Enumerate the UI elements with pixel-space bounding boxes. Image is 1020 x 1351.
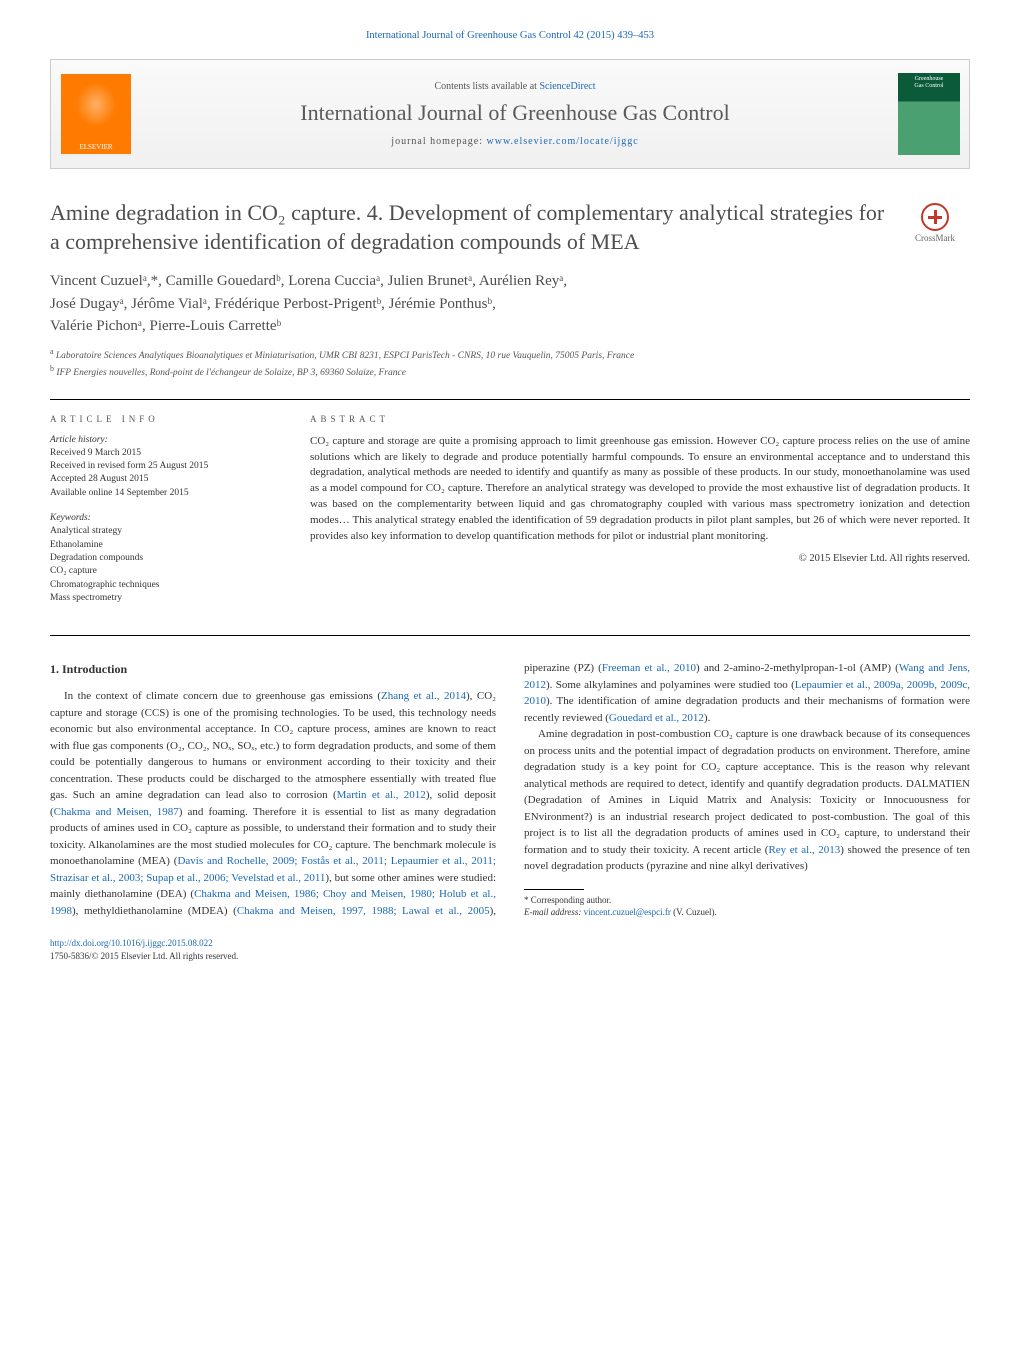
keyword: Chromatographic techniques (50, 579, 280, 592)
article-title: Amine degradation in CO₂ capture. 4. Dev… (50, 199, 885, 256)
author-email-link[interactable]: vincent.cuzuel@espci.fr (584, 907, 671, 917)
article-info-column: article info Article history: Received 9… (50, 414, 280, 618)
corresponding-author-note: * Corresponding author. E-mail address: … (524, 894, 970, 919)
journal-cover-icon: Greenhouse Gas Control (898, 73, 960, 155)
ref-link[interactable]: Gouedard et al., 2012 (609, 712, 704, 724)
authors-line-1: Vincent Cuzuelᵃ,*, Camille Gouedardᵇ, Lo… (50, 270, 970, 293)
journal-banner: ELSEVIER Contents lists available at Sci… (50, 59, 970, 169)
section-title: Introduction (62, 662, 127, 676)
keywords-label: Keywords: (50, 513, 91, 523)
crossmark-icon (921, 203, 949, 231)
running-header: International Journal of Greenhouse Gas … (50, 30, 970, 41)
abstract-header: abstract (310, 414, 970, 424)
banner-center: Contents lists available at ScienceDirec… (141, 60, 889, 168)
journal-name: International Journal of Greenhouse Gas … (300, 100, 730, 126)
cover-line2: Gas Control (901, 83, 957, 90)
keyword: Degradation compounds (50, 552, 280, 565)
running-header-link[interactable]: International Journal of Greenhouse Gas … (366, 30, 654, 41)
page-footer: http://dx.doi.org/10.1016/j.ijggc.2015.0… (50, 937, 970, 962)
sciencedirect-link[interactable]: ScienceDirect (539, 81, 595, 92)
footnote-block: * Corresponding author. E-mail address: … (524, 889, 970, 919)
text: ). The identification of amine degradati… (524, 695, 970, 724)
homepage-label: journal homepage: (391, 136, 486, 147)
authors-line-2: José Dugayᵃ, Jérôme Vialᵃ, Frédérique Pe… (50, 293, 970, 316)
article-history: Article history: Received 9 March 2015 R… (50, 434, 280, 500)
text: ), methyldiethanolamine (MDEA) ( (72, 905, 237, 917)
body-columns: 1. Introduction In the context of climat… (50, 660, 970, 919)
ref-link[interactable]: et al., 2003; Supap et al., 2006; Vevels… (91, 872, 325, 884)
history-revised: Received in revised form 25 August 2015 (50, 461, 208, 471)
history-received: Received 9 March 2015 (50, 448, 141, 458)
contents-line: Contents lists available at ScienceDirec… (434, 81, 595, 92)
authors-block: Vincent Cuzuelᵃ,*, Camille Gouedardᵇ, Lo… (50, 270, 970, 338)
keyword: Mass spectrometry (50, 592, 280, 605)
crossmark-widget[interactable]: CrossMark (900, 203, 970, 243)
section-heading: 1. Introduction (50, 660, 496, 678)
abstract-text: CO₂ capture and storage are quite a prom… (310, 434, 970, 546)
footnote-separator (524, 889, 584, 890)
elsevier-logo-label: ELSEVIER (79, 143, 112, 151)
affiliation-a: a Laboratoire Sciences Analytiques Bioan… (50, 346, 970, 363)
keyword: CO₂ capture (50, 565, 280, 578)
ref-link[interactable]: Chakma and Meisen, 1987 (54, 806, 179, 818)
keyword: Ethanolamine (50, 539, 280, 552)
doi-link[interactable]: http://dx.doi.org/10.1016/j.ijggc.2015.0… (50, 938, 213, 948)
text: Amine degradation in post-combustion CO₂… (524, 728, 970, 856)
authors-line-3: Valérie Pichonᵃ, Pierre-Louis Carretteᵇ (50, 315, 970, 338)
cover-line1: Greenhouse (901, 76, 957, 83)
text: ), CO₂ capture and storage (CCS) is one … (50, 690, 496, 801)
history-online: Available online 14 September 2015 (50, 488, 189, 498)
title-row: Amine degradation in CO₂ capture. 4. Dev… (50, 199, 970, 256)
email-label: E-mail address: (524, 907, 584, 917)
email-name: (V. Cuzuel). (671, 907, 717, 917)
ref-link[interactable]: Freeman et al., 2010 (602, 662, 696, 674)
issn-copyright: 1750-5836/© 2015 Elsevier Ltd. All right… (50, 951, 238, 961)
ref-link[interactable]: Zhang et al., 2014 (381, 690, 466, 702)
elsevier-logo-icon: ELSEVIER (61, 74, 131, 154)
affiliation-b: b IFP Energies nouvelles, Rond-point de … (50, 363, 970, 380)
publisher-logo-slot: ELSEVIER (51, 60, 141, 168)
intro-paragraph-2: Amine degradation in post-combustion CO₂… (524, 726, 970, 875)
text: ) and 2-amino-2-methylpropan-1-ol (AMP) … (696, 662, 899, 674)
abstract-column: abstract CO₂ capture and storage are qui… (310, 414, 970, 618)
ref-link[interactable]: Rey et al., 2013 (768, 844, 840, 856)
keywords-block: Keywords: Analytical strategy Ethanolami… (50, 512, 280, 605)
cover-thumb-slot: Greenhouse Gas Control (889, 60, 969, 168)
section-number: 1. (50, 662, 59, 676)
article-info-header: article info (50, 414, 280, 424)
ref-link[interactable]: Chakma and Meisen, 1997, 1988; Lawal et … (237, 905, 490, 917)
text: ). (704, 712, 710, 724)
abstract-copyright: © 2015 Elsevier Ltd. All rights reserved… (310, 553, 970, 564)
homepage-url[interactable]: www.elsevier.com/locate/ijggc (487, 136, 639, 147)
crossmark-label: CrossMark (915, 233, 955, 243)
contents-label: Contents lists available at (434, 81, 539, 92)
affiliation-a-text: Laboratoire Sciences Analytiques Bioanal… (56, 351, 634, 361)
text: In the context of climate concern due to… (64, 690, 381, 702)
affiliations-block: a Laboratoire Sciences Analytiques Bioan… (50, 346, 970, 381)
history-label: Article history: (50, 435, 108, 445)
meta-row: article info Article history: Received 9… (50, 399, 970, 637)
affiliation-b-text: IFP Energies nouvelles, Rond-point de l'… (56, 368, 406, 378)
homepage-line: journal homepage: www.elsevier.com/locat… (391, 136, 638, 147)
text: ). Some alkylamines and polyamines were … (546, 679, 795, 691)
ref-link[interactable]: Martin et al., 2012 (337, 789, 426, 801)
keyword: Analytical strategy (50, 525, 280, 538)
corresponding-label: * Corresponding author. (524, 895, 611, 905)
history-accepted: Accepted 28 August 2015 (50, 474, 148, 484)
